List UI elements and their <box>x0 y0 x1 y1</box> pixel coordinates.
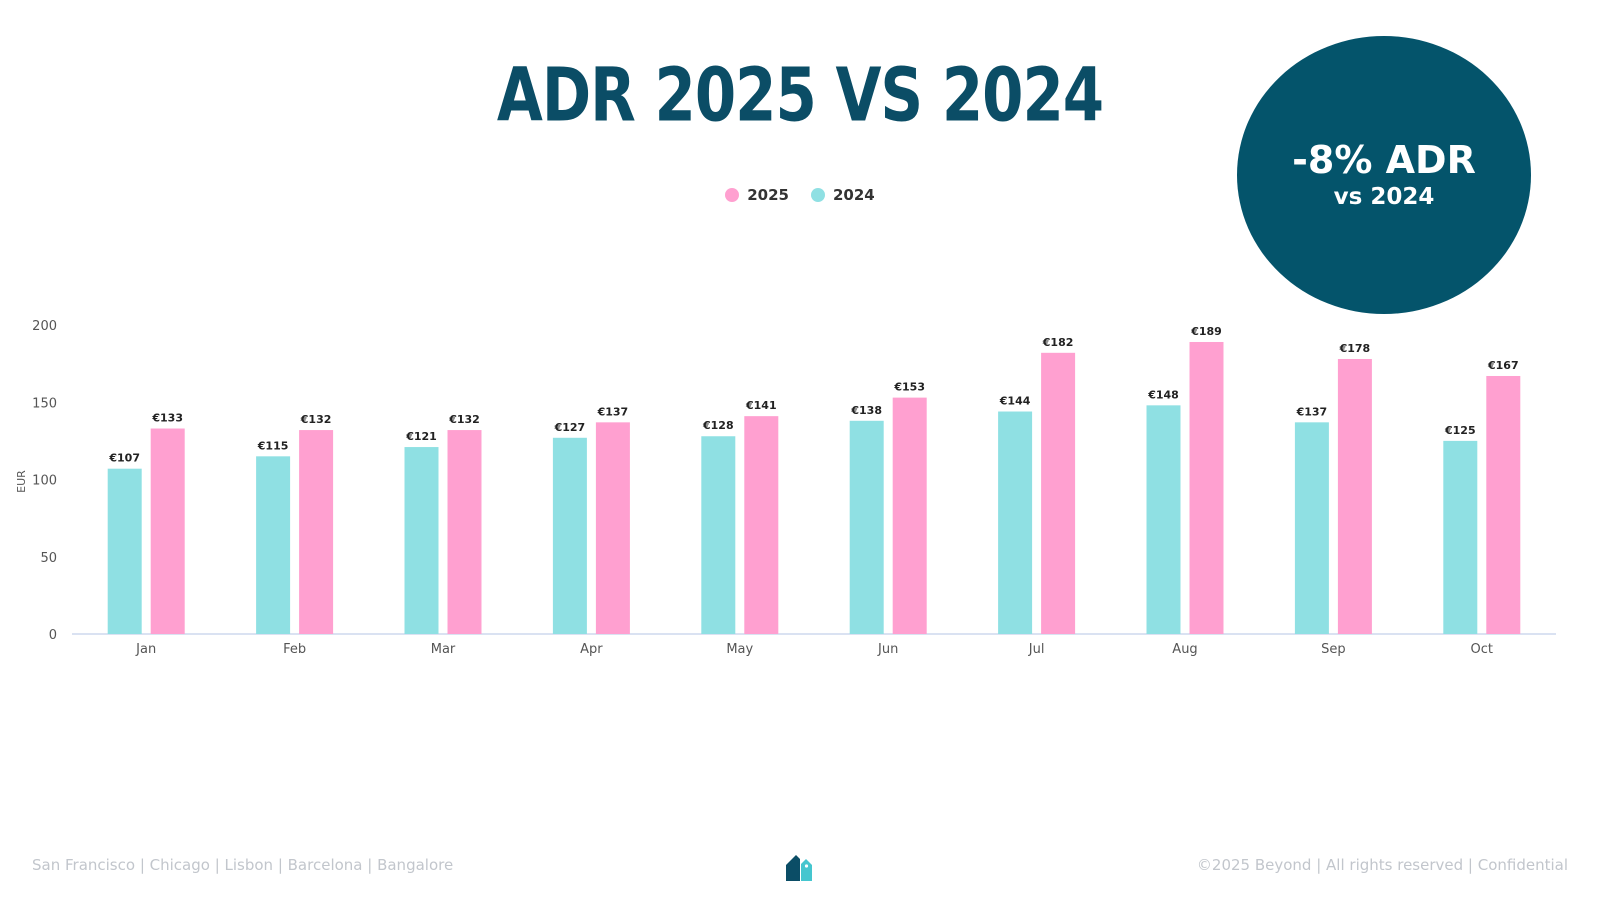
bar-2025 <box>892 397 927 634</box>
bar-2025 <box>1486 375 1521 634</box>
x-tick-label: Oct <box>1471 642 1493 657</box>
bar-2024 <box>107 468 142 634</box>
x-tick-label: Jul <box>1028 642 1045 657</box>
legend-swatch-2024 <box>811 188 825 202</box>
data-label-2025: €137 <box>597 405 629 418</box>
bar-2024 <box>849 420 884 634</box>
bar-2024 <box>1443 440 1478 634</box>
chart-title: ADR 2025 VS 2024 <box>496 52 1104 139</box>
bar-2024 <box>998 411 1033 634</box>
house-tag-logo-icon <box>786 855 812 881</box>
data-label-2024: €138 <box>850 404 882 417</box>
legend-item-2024: 2024 <box>811 186 875 204</box>
footer-copyright: ©2025 Beyond | All rights reserved | Con… <box>1196 856 1568 874</box>
x-tick-label: Apr <box>580 642 603 657</box>
bar-2025 <box>744 416 779 634</box>
data-label-2025: €153 <box>893 381 925 394</box>
x-tick-label: Jan <box>135 642 156 657</box>
data-label-2024: €127 <box>554 421 586 434</box>
y-tick-label: 0 <box>49 628 57 643</box>
bar-2024 <box>404 447 439 634</box>
data-label-2024: €144 <box>999 395 1031 408</box>
x-tick-label: Mar <box>431 642 456 657</box>
data-label-2024: €125 <box>1444 424 1476 437</box>
bar-2025 <box>1189 341 1224 634</box>
badge-sub-text: vs 2024 <box>1333 184 1435 210</box>
data-label-2024: €115 <box>257 439 289 452</box>
data-label-2025: €189 <box>1190 325 1222 338</box>
bar-2025 <box>150 428 185 634</box>
badge-main-text: -8% ADR <box>1292 138 1476 182</box>
bar-2025 <box>1337 358 1372 634</box>
bar-2025 <box>299 430 334 634</box>
y-axis-label: EUR <box>15 470 28 493</box>
y-tick-label: 150 <box>32 396 57 411</box>
data-label-2025: €133 <box>151 412 183 425</box>
bar-2024 <box>1146 405 1181 634</box>
data-label-2025: €132 <box>300 413 332 426</box>
bar-2025 <box>1041 352 1076 634</box>
bar-2024 <box>256 456 291 634</box>
bar-2024 <box>552 437 587 634</box>
y-tick-label: 50 <box>40 551 57 566</box>
footer-locations: San Francisco | Chicago | Lisbon | Barce… <box>32 856 454 874</box>
x-tick-label: Jun <box>877 642 898 657</box>
y-tick-label: 200 <box>32 319 57 334</box>
x-tick-label: Feb <box>283 642 306 657</box>
legend-item-2025: 2025 <box>725 186 789 204</box>
x-tick-label: Sep <box>1321 642 1346 657</box>
bar-chart: 0 50 100 150 200 EUR €107 €133 Jan €115 €132 Feb €12… <box>15 319 1556 657</box>
bar-2025 <box>447 430 482 634</box>
legend-label-2024: 2024 <box>833 186 875 204</box>
data-label-2024: €148 <box>1147 388 1179 401</box>
bar-2024 <box>701 436 736 634</box>
data-label-2025: €141 <box>745 399 777 412</box>
x-tick-label: May <box>726 642 753 657</box>
bar-2025 <box>595 422 630 634</box>
bar-2024 <box>1294 422 1329 634</box>
data-label-2024: €128 <box>702 419 734 432</box>
legend-swatch-2025 <box>725 188 740 202</box>
data-label-2024: €137 <box>1296 405 1328 418</box>
adr-change-badge: -8% ADR vs 2024 <box>1237 36 1531 314</box>
y-tick-label: 100 <box>32 474 57 489</box>
data-label-2025: €178 <box>1339 342 1371 355</box>
data-label-2024: €107 <box>108 452 140 465</box>
chart-legend: 2025 2024 <box>0 186 1600 204</box>
data-label-2025: €167 <box>1487 359 1519 372</box>
legend-label-2025: 2025 <box>747 186 789 204</box>
data-label-2025: €132 <box>448 413 480 426</box>
x-tick-label: Aug <box>1172 642 1197 657</box>
data-label-2025: €182 <box>1042 336 1074 349</box>
data-label-2024: €121 <box>405 430 437 443</box>
